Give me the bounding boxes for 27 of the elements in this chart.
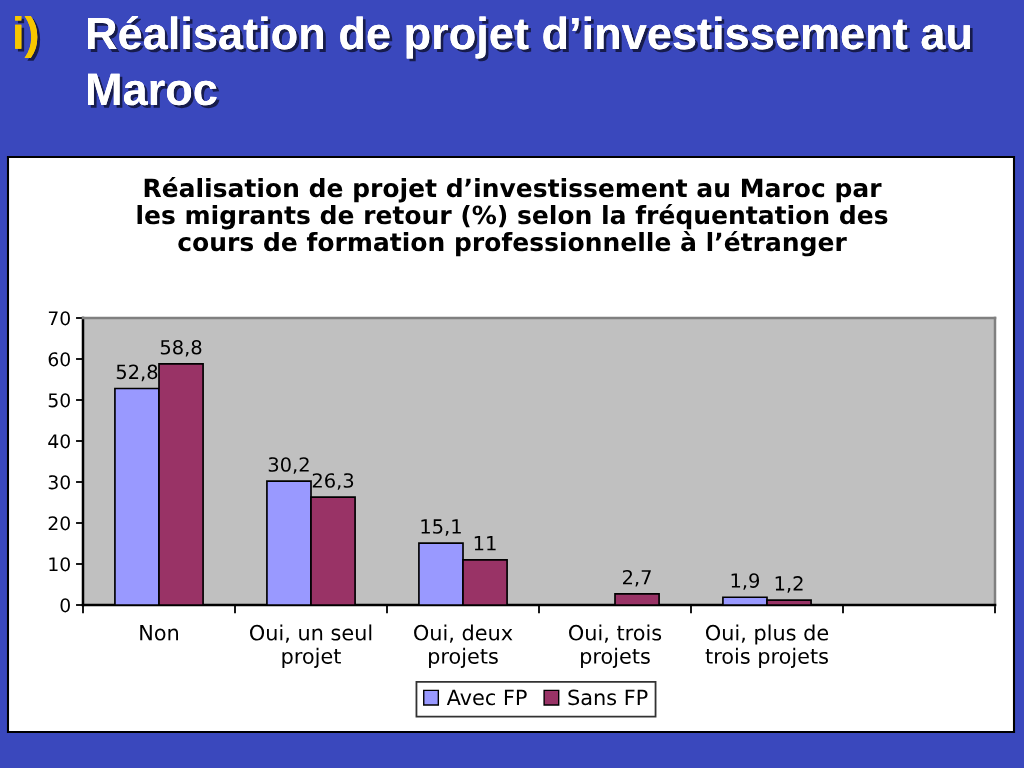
x-tick-label: Oui, plus de trois projets <box>705 624 829 668</box>
legend-label: Avec FP <box>446 689 527 706</box>
legend-label: Sans FP <box>568 689 648 706</box>
y-tick-label: 0 <box>60 598 70 613</box>
y-tick-label: 40 <box>48 434 70 449</box>
chart-subtitle: Réalisation de projet d’investissement au Maroc par les migrants de retour (%) selon la fréquentation des cours de formation professionnelle à l’étranger <box>137 177 888 257</box>
data-label: 2,7 <box>623 569 651 587</box>
y-tick-label: 60 <box>48 352 70 367</box>
y-tick-label: 30 <box>48 475 70 490</box>
data-label: 26,3 <box>312 473 354 490</box>
chart-title: Réalisation de projet d’investissement au Maroc <box>88 16 973 109</box>
x-tick-label: Oui, deux projets <box>414 624 513 668</box>
data-label: 52,8 <box>116 364 158 382</box>
data-label: 30,2 <box>268 457 309 474</box>
x-tick-label: Non <box>140 625 178 641</box>
y-tick-label: 20 <box>48 516 70 531</box>
y-tick-label: 70 <box>48 311 70 326</box>
text: i) <box>15 16 41 61</box>
data-label: 1,2 <box>775 576 803 593</box>
data-label: 1,9 <box>731 573 760 590</box>
y-tick-label: 10 <box>49 557 70 572</box>
x-tick-label: Oui, un seul projet <box>250 624 372 668</box>
data-label: 11 <box>474 536 496 551</box>
x-tick-label: Oui, trois projets <box>569 624 662 668</box>
data-label: 15,1 <box>421 519 461 536</box>
data-label: 58,8 <box>160 339 202 357</box>
y-tick-label: 50 <box>48 393 70 408</box>
